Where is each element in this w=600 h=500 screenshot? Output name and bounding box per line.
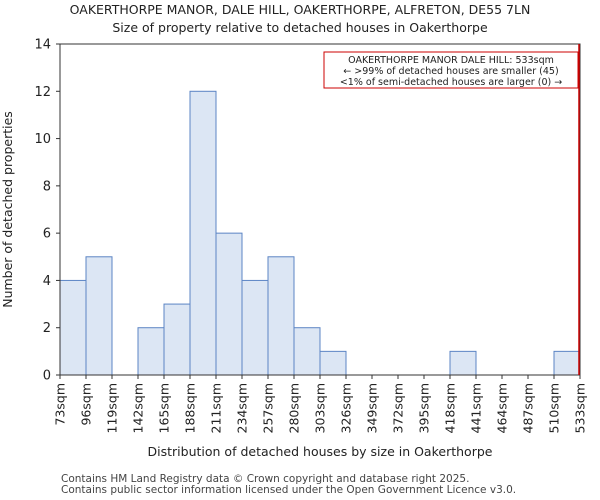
- x-tick-label: 395sqm: [417, 383, 432, 433]
- histogram-bar: [449, 350, 477, 376]
- chart-title: OAKERTHORPE MANOR, DALE HILL, OAKERTHORP…: [69, 2, 531, 17]
- x-tick-label: 257sqm: [261, 383, 276, 433]
- y-tick-label: 14: [34, 38, 51, 53]
- annotation-line: OAKERTHORPE MANOR DALE HILL: 533sqm: [348, 55, 554, 66]
- histogram-chart: 0 2 4 6 8 10 12 14 73sqm 96sqm 119sqm 142sqm 165sqm 1…: [0, 38, 588, 460]
- y-tick-label: 10: [34, 132, 51, 147]
- x-tick-label: 73sqm: [53, 383, 68, 426]
- footer-line-1: Contains HM Land Registry data © Crown c…: [61, 473, 470, 485]
- footer-line-2: Contains public sector information licen…: [61, 484, 517, 496]
- histogram-bar: [319, 350, 347, 376]
- histogram-bar: [163, 303, 191, 376]
- x-tick-label: 326sqm: [339, 383, 354, 433]
- chart-subtitle: Size of property relative to detached ho…: [112, 20, 488, 35]
- histogram-bar: [215, 232, 243, 376]
- x-axis-label: Distribution of detached houses by size …: [148, 444, 493, 459]
- annotation-box: [323, 51, 579, 89]
- histogram-bar: [189, 90, 217, 376]
- histogram-bar: [553, 350, 581, 376]
- annotation-line: <1% of semi-detached houses are larger (…: [340, 77, 562, 88]
- x-tick-label: 188sqm: [183, 383, 198, 433]
- histogram-bar: [85, 256, 113, 376]
- y-tick-label: 8: [43, 179, 51, 194]
- x-tick-label: 441sqm: [469, 383, 484, 433]
- y-tick-label: 12: [34, 85, 51, 100]
- x-tick-label: 119sqm: [105, 383, 120, 433]
- x-tick-label: 418sqm: [443, 383, 458, 433]
- x-tick-label: 165sqm: [157, 383, 172, 433]
- y-tick-label: 6: [43, 227, 51, 242]
- x-tick-label: 303sqm: [313, 383, 328, 433]
- annotation-line: ← >99% of detached houses are smaller (4…: [343, 66, 558, 77]
- x-tick-label: 234sqm: [235, 383, 250, 433]
- histogram-bar: [59, 279, 87, 376]
- x-tick-label: 372sqm: [391, 383, 406, 433]
- histogram-bar: [241, 279, 269, 376]
- y-tick-label: 4: [43, 274, 51, 289]
- x-tick-label: 533sqm: [573, 383, 588, 433]
- x-tick-label: 349sqm: [365, 383, 380, 433]
- histogram-bar: [137, 327, 165, 376]
- x-tick-label: 510sqm: [547, 383, 562, 433]
- histogram-bar: [293, 327, 321, 376]
- histogram-bar: [267, 256, 295, 376]
- x-tick-label: 96sqm: [79, 383, 94, 426]
- x-tick-label: 280sqm: [287, 383, 302, 433]
- x-tick-label: 142sqm: [131, 383, 146, 433]
- x-tick-label: 464sqm: [495, 383, 510, 433]
- x-tick-label: 487sqm: [521, 383, 536, 433]
- x-tick-label: 211sqm: [209, 383, 224, 433]
- y-tick-label: 0: [43, 369, 51, 384]
- y-axis-label: Number of detached properties: [0, 111, 15, 308]
- y-tick-label: 2: [43, 321, 51, 336]
- plot-frame: [59, 43, 581, 376]
